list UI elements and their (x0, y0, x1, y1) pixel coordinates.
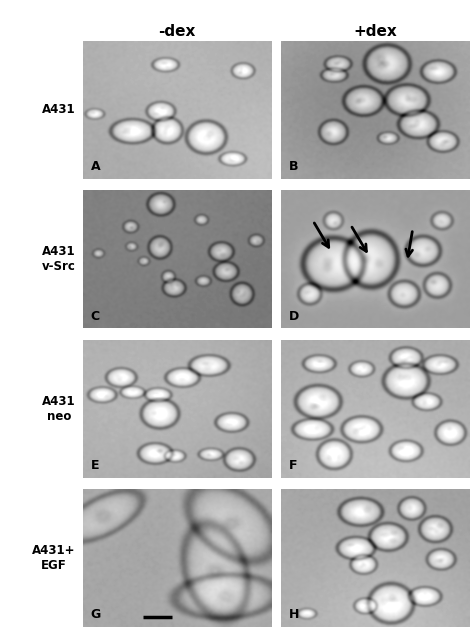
Text: +dex: +dex (353, 24, 397, 39)
Text: A431+
EGF: A431+ EGF (32, 544, 76, 572)
Text: H: H (288, 609, 299, 621)
Text: A431: A431 (42, 103, 76, 117)
Text: C: C (91, 310, 100, 323)
Text: A431
v-Src: A431 v-Src (42, 245, 76, 273)
Text: E: E (91, 459, 99, 472)
Text: D: D (288, 310, 299, 323)
Text: A: A (91, 161, 100, 173)
Text: -dex: -dex (158, 24, 196, 39)
Text: B: B (288, 161, 298, 173)
Text: F: F (288, 459, 297, 472)
Text: G: G (91, 609, 101, 621)
Text: A431
neo: A431 neo (42, 394, 76, 423)
